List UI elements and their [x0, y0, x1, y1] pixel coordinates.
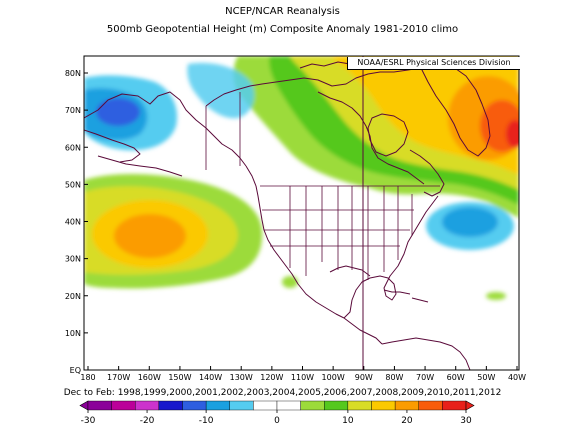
colorbar-swatch: [253, 400, 278, 411]
lat-tick-label: 10N: [65, 329, 81, 338]
colorbar-swatch: [394, 400, 419, 411]
latitude-axis: 80N 70N 60N 50N 40N 30N 20N 10N EQ: [65, 69, 88, 375]
lon-tick-label: 140W: [199, 373, 222, 382]
plot-frame: [83, 55, 520, 371]
colorbar-arrow-right: [465, 400, 475, 411]
colorbar-swatch: [324, 400, 349, 411]
lon-tick-label: 80W: [385, 373, 403, 382]
credit-label: NOAA/ESRL Physical Sciences Division: [347, 57, 520, 70]
political-borders: [205, 92, 440, 280]
lon-tick-label: 70W: [416, 373, 434, 382]
colorbar-tick-label: 30: [460, 416, 472, 426]
colorbar-swatch: [276, 400, 301, 411]
lon-tick-label: 90W: [355, 373, 373, 382]
colorbar-tick-label: 20: [401, 416, 413, 426]
colorbar-swatch: [135, 400, 160, 411]
lat-tick-label: 80N: [65, 69, 81, 78]
chart-title: NCEP/NCAR Reanalysis: [225, 6, 340, 17]
colorbar-swatch: [442, 400, 467, 411]
lon-tick-label: 100W: [322, 373, 345, 382]
colorbar-tick-label: 10: [342, 416, 354, 426]
lon-tick-label: 50W: [477, 373, 495, 382]
lon-tick-label: 150W: [168, 373, 191, 382]
lon-tick-label: 130W: [230, 373, 253, 382]
lat-tick-label: 20N: [65, 292, 81, 301]
colorbar-swatch: [205, 400, 230, 411]
coastlines: [84, 59, 491, 370]
colorbar-arrow-left: [79, 400, 89, 411]
lat-tick-label: 60N: [65, 143, 81, 152]
lon-tick-label: 170W: [107, 373, 130, 382]
colorbar-swatch: [371, 400, 396, 411]
lat-tick-label: 40N: [65, 218, 81, 227]
lat-tick-label: EQ: [70, 366, 81, 375]
colorbar-swatch: [300, 400, 325, 411]
colorbar-swatch: [229, 400, 254, 411]
lon-tick-label: 180: [80, 373, 95, 382]
colorbar-swatch: [158, 400, 183, 411]
colorbar-tick-label: -20: [140, 416, 155, 426]
longitude-axis: 180 170W 160W 150W 140W 130W 120W 110W 100W 90W 80…: [80, 366, 526, 382]
lon-tick-label: 110W: [291, 373, 314, 382]
period-label: Dec to Feb: 1998,1999,2000,2001,2002,200…: [63, 388, 502, 398]
lon-tick-label: 160W: [138, 373, 161, 382]
colorbar-swatch: [87, 400, 112, 411]
lat-tick-label: 50N: [65, 180, 81, 189]
lat-tick-label: 70N: [65, 106, 81, 115]
lon-tick-label: 40W: [508, 373, 526, 382]
lon-tick-label: 60W: [447, 373, 465, 382]
colorbar-swatch: [418, 400, 443, 411]
colorbar-swatch: [347, 400, 372, 411]
colorbar: -30 -20 -10 0 10 20 30: [79, 400, 475, 426]
colorbar-tick-label: -10: [199, 416, 214, 426]
colorbar-tick-label: -30: [81, 416, 96, 426]
bering-neg-30: [96, 98, 140, 126]
lon-tick-label: 120W: [260, 373, 283, 382]
ridge-70: [506, 120, 519, 148]
colorbar-swatch: [182, 400, 207, 411]
pacific-pos-40: [114, 214, 186, 258]
alaska-neg: [187, 62, 255, 119]
anomaly-field: [84, 56, 519, 370]
colorbar-swatch: [111, 400, 136, 411]
atlantic-neg-20: [442, 207, 498, 237]
chart-subtitle: 500mb Geopotential Height (m) Composite …: [106, 24, 459, 35]
colorbar-tick-label: 0: [274, 416, 280, 426]
lat-tick-label: 30N: [65, 255, 81, 264]
